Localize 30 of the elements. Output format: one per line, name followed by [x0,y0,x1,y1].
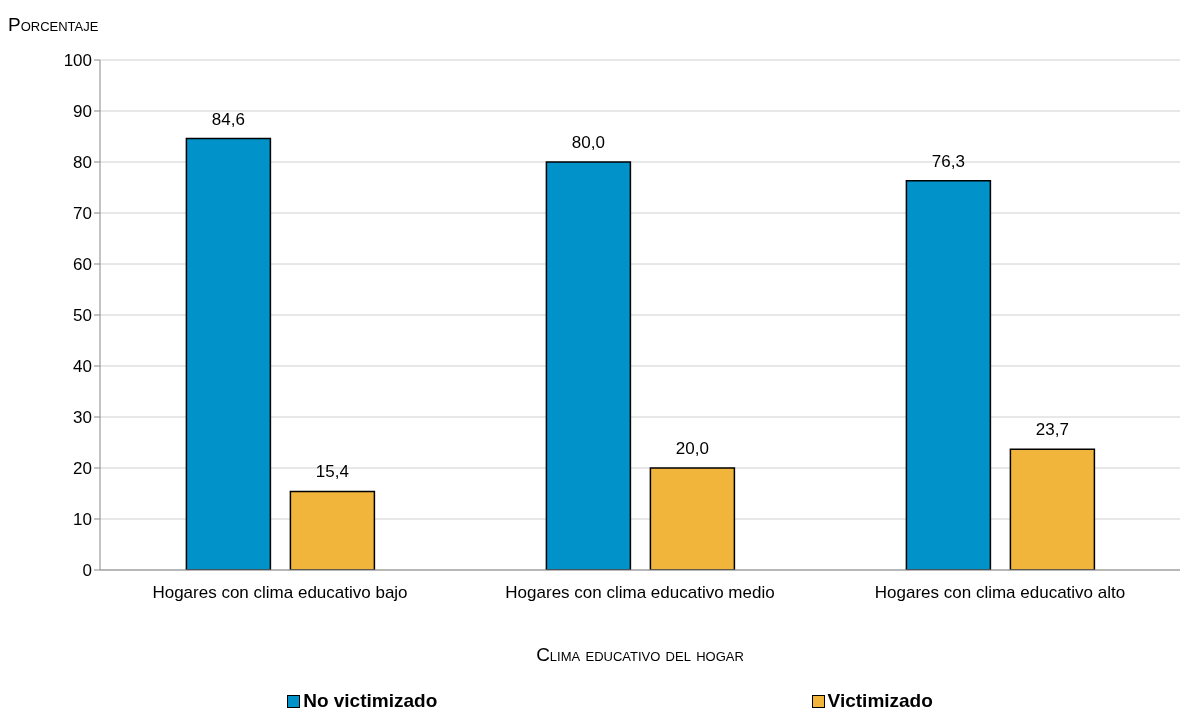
y-tick-label: 100 [63,51,92,71]
bar [905,180,992,570]
x-axis-title: Clima educativo del hogar [535,644,745,666]
x-tick-label: Hogares con clima educativo bajo [152,583,408,603]
data-label: 80,0 [571,133,605,152]
y-tick-label: 60 [73,255,92,275]
y-tick-label: 30 [73,408,92,428]
x-tick-label: Hogares con clima educativo medio [505,583,775,603]
y-tick-label: 40 [73,357,92,377]
bar [545,161,632,570]
bar [289,490,376,570]
y-tick-label: 50 [73,306,92,326]
bar [1009,448,1096,570]
legend-label: Victimizado [827,690,933,712]
y-tick-label: 90 [73,102,92,122]
legend-label: No victimizado [303,690,438,712]
y-tick-label: 80 [73,153,92,173]
x-tick-label: Hogares con clima educativo alto [874,583,1126,603]
y-tick-label: 20 [73,459,92,479]
data-label: 15,4 [315,462,349,482]
y-tick-label: 10 [73,510,92,530]
y-tick-label: 0 [82,561,92,581]
y-axis-title: Porcentaje [8,14,99,36]
data-label: 23,7 [1035,420,1069,440]
data-label: 84,6 [211,109,245,129]
y-tick-label: 70 [73,204,92,224]
data-label: 20,0 [675,439,709,458]
bar [185,137,272,570]
data-label: 76,3 [931,151,965,171]
bar [649,467,736,570]
